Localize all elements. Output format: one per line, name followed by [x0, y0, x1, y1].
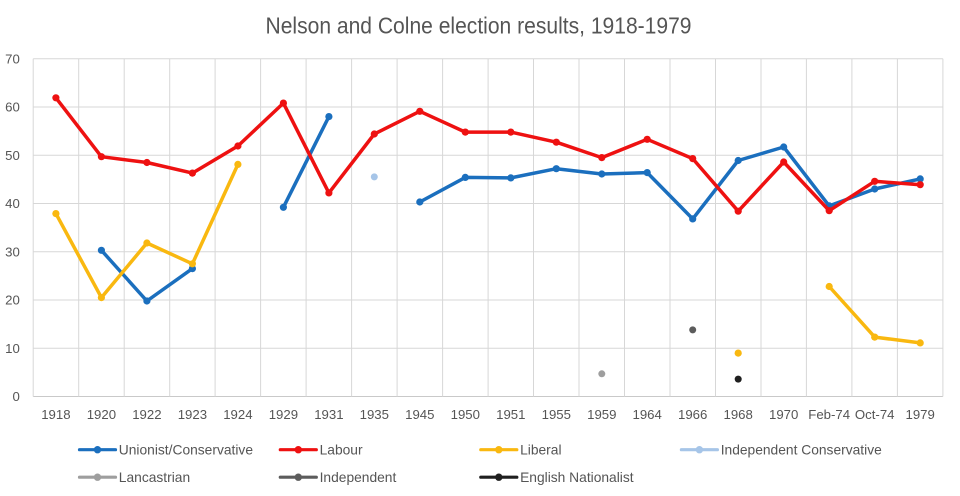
svg-text:1950: 1950 — [451, 407, 480, 422]
svg-text:70: 70 — [5, 51, 20, 66]
svg-text:60: 60 — [5, 100, 20, 115]
svg-text:Nelson and Colne election resu: Nelson and Colne election results, 1918-… — [266, 12, 692, 38]
svg-text:1970: 1970 — [769, 407, 798, 422]
svg-text:1918: 1918 — [41, 407, 70, 422]
svg-text:1922: 1922 — [132, 407, 161, 422]
svg-text:English Nationalist: English Nationalist — [520, 470, 634, 485]
svg-text:1955: 1955 — [542, 407, 571, 422]
svg-text:Independent: Independent — [320, 470, 397, 485]
svg-text:1924: 1924 — [223, 407, 252, 422]
svg-text:1951: 1951 — [496, 407, 525, 422]
svg-text:Labour: Labour — [320, 443, 363, 458]
svg-text:Liberal: Liberal — [520, 443, 561, 458]
svg-text:1959: 1959 — [587, 407, 616, 422]
svg-text:50: 50 — [5, 148, 20, 163]
svg-text:1964: 1964 — [633, 407, 662, 422]
svg-text:10: 10 — [5, 341, 20, 356]
svg-text:20: 20 — [5, 293, 20, 308]
svg-text:30: 30 — [5, 244, 20, 259]
svg-text:Unionist/Conservative: Unionist/Conservative — [119, 443, 254, 458]
svg-text:Oct-74: Oct-74 — [855, 407, 895, 422]
svg-text:1966: 1966 — [678, 407, 707, 422]
svg-text:1923: 1923 — [178, 407, 207, 422]
svg-text:1979: 1979 — [906, 407, 935, 422]
svg-text:1968: 1968 — [724, 407, 753, 422]
svg-text:1935: 1935 — [360, 407, 389, 422]
svg-text:Independent Conservative: Independent Conservative — [721, 443, 882, 458]
svg-text:Lancastrian: Lancastrian — [119, 470, 190, 485]
svg-text:0: 0 — [12, 389, 19, 404]
svg-text:1945: 1945 — [405, 407, 434, 422]
svg-text:1929: 1929 — [269, 407, 298, 422]
svg-text:1920: 1920 — [87, 407, 116, 422]
svg-text:Feb-74: Feb-74 — [808, 407, 850, 422]
svg-text:40: 40 — [5, 196, 20, 211]
svg-text:1931: 1931 — [314, 407, 343, 422]
